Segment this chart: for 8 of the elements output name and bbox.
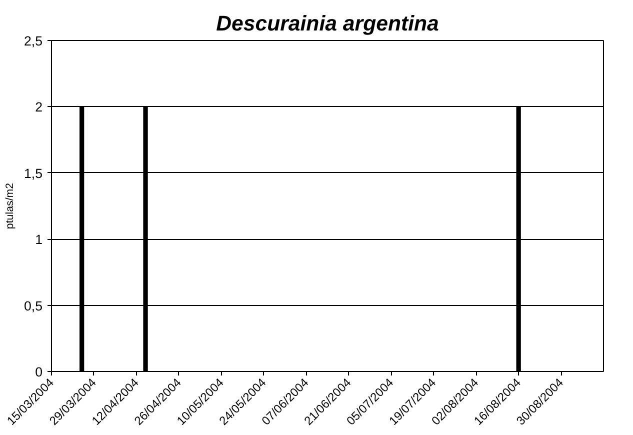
y-axis-title: ptulas/m2	[4, 182, 16, 230]
y-tick-label: 1	[35, 232, 43, 248]
y-tick-label: 2,5	[24, 34, 43, 48]
y-tick-label: 0	[35, 364, 43, 380]
y-tick-label: 1,5	[24, 166, 43, 181]
y-tick-label: 0,5	[24, 298, 43, 314]
chart-title: Descurainia argentina	[216, 12, 440, 36]
y-tick-label: 2	[35, 100, 43, 115]
